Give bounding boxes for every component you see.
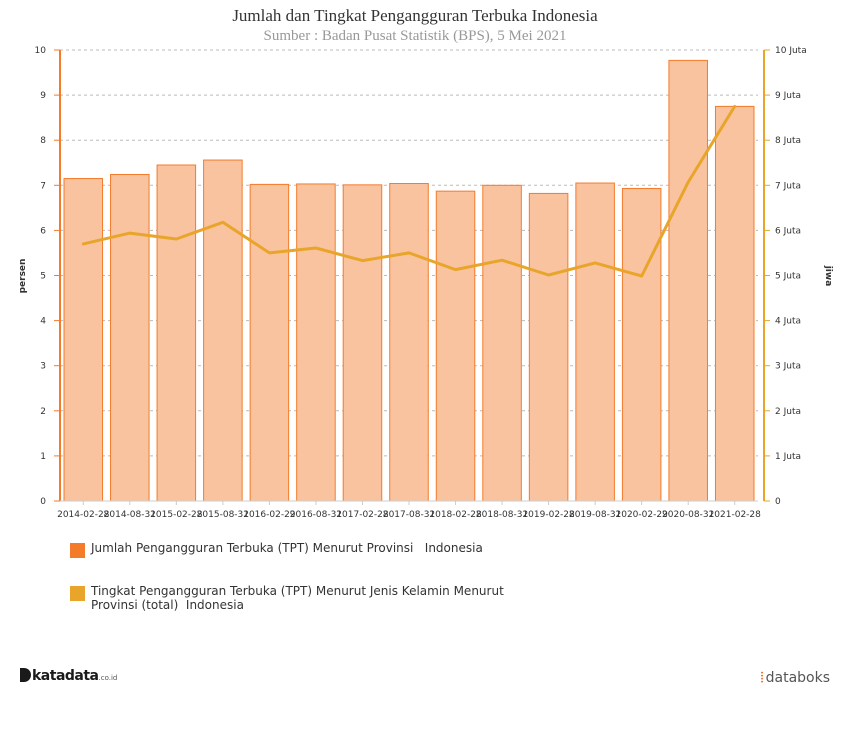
left-axis-tick-label: 3: [40, 362, 46, 372]
chart-title: Jumlah dan Tingkat Pengangguran Terbuka …: [232, 6, 598, 25]
right-axis-tick-label: 4 Juta: [775, 317, 801, 327]
right-axis-tick-label: 0: [775, 497, 781, 507]
databoks-name: databoks: [765, 670, 830, 686]
right-axis-tick-label: 2 Juta: [775, 407, 801, 417]
katadata-logo[interactable]: katadata.co.id: [20, 668, 117, 684]
left-axis-tick-label: 7: [40, 181, 46, 191]
bar: [621, 187, 662, 502]
left-axis-tick-label: 2: [40, 407, 46, 417]
x-axis-tick-label: 2015-02-28: [150, 510, 203, 520]
bar: [435, 190, 476, 502]
bar: [714, 105, 755, 502]
right-axis-tick-label: 7 Juta: [775, 181, 801, 191]
x-axis-tick-label: 2020-02-29: [616, 510, 669, 520]
left-axis-tick-label: 10: [35, 46, 47, 56]
right-axis-tick-label: 9 Juta: [775, 91, 801, 101]
katadata-logo-icon: [20, 668, 31, 682]
x-axis-tick-label: 2018-08-31: [476, 510, 528, 520]
right-axis-title: jiwa: [823, 265, 833, 287]
x-axis-tick-label: 2016-08-31: [290, 510, 342, 520]
bar: [482, 184, 522, 502]
right-axis-tick-label: 10 Juta: [775, 46, 807, 56]
bar: [528, 192, 569, 502]
legend-swatch-bar: [70, 543, 85, 558]
x-axis-tick-label: 2017-02-28: [336, 510, 389, 520]
legend-item-line[interactable]: Tingkat Pengangguran Terbuka (TPT) Menur…: [70, 584, 540, 612]
x-axis-tick-label: 2019-08-31: [569, 510, 621, 520]
left-axis-title: persen: [18, 259, 28, 294]
databoks-logo-icon: ⦙: [760, 670, 764, 686]
left-axis-tick-label: 9: [40, 91, 46, 101]
right-axis-tick-label: 5 Juta: [775, 272, 801, 282]
right-axis-tick-label: 6 Juta: [775, 226, 801, 236]
katadata-suffix: .co.id: [98, 674, 118, 682]
x-axis-tick-label: 2015-08-31: [197, 510, 249, 520]
chart: Jumlah dan Tingkat Pengangguran Terbuka …: [18, 6, 833, 520]
chart-subtitle: Sumber : Badan Pusat Statistik (BPS), 5 …: [264, 28, 567, 44]
left-axis-tick-label: 8: [40, 136, 46, 146]
bar: [389, 182, 429, 502]
line-series: [81, 104, 737, 278]
x-axis-tick-label: 2014-08-31: [104, 510, 156, 520]
left-axis-tick-label: 4: [40, 317, 46, 327]
bar: [156, 164, 197, 502]
bar: [110, 173, 150, 502]
x-axis-tick-label: 2018-02-28: [429, 510, 482, 520]
legend-label-bar: Jumlah Pengangguran Terbuka (TPT) Menuru…: [91, 541, 483, 555]
right-axis-tick-label: 8 Juta: [775, 136, 801, 146]
bar: [249, 183, 290, 502]
right-axis-tick-label: 1 Juta: [775, 452, 801, 462]
axes: 0 1 2 3 4 5 6 7 8 9 10 0 1 Juta 2 Juta 3 Juta 4 Juta 5 J…: [35, 46, 807, 520]
bar: [342, 184, 383, 502]
bar: [575, 182, 615, 502]
bar: [668, 59, 708, 502]
x-axis-tick-label: 2019-02-28: [522, 510, 575, 520]
legend-item-bar[interactable]: Jumlah Pengangguran Terbuka (TPT) Menuru…: [70, 541, 540, 558]
right-axis-tick-label: 3 Juta: [775, 362, 801, 372]
x-axis-tick-label: 2020-08-31: [662, 510, 714, 520]
bar-series: [63, 59, 755, 502]
series-line: [81, 104, 737, 278]
x-axis-tick-label: 2021-02-28: [709, 510, 762, 520]
left-axis-tick-label: 0: [40, 497, 46, 507]
x-axis-tick-label: 2017-08-31: [383, 510, 435, 520]
left-axis-tick-label: 5: [40, 272, 46, 282]
databoks-logo[interactable]: ⦙ databoks: [760, 670, 830, 686]
bar: [296, 183, 336, 502]
katadata-name: katadata: [32, 668, 99, 684]
legend-swatch-line: [70, 586, 85, 601]
legend-label-line: Tingkat Pengangguran Terbuka (TPT) Menur…: [91, 584, 508, 612]
bar: [203, 159, 243, 502]
bar: [63, 178, 104, 502]
x-axis-tick-label: 2016-02-29: [243, 510, 296, 520]
left-axis-tick-label: 1: [40, 452, 46, 462]
x-axis-tick-label: 2014-02-28: [57, 510, 110, 520]
left-axis-tick-label: 6: [40, 226, 46, 236]
